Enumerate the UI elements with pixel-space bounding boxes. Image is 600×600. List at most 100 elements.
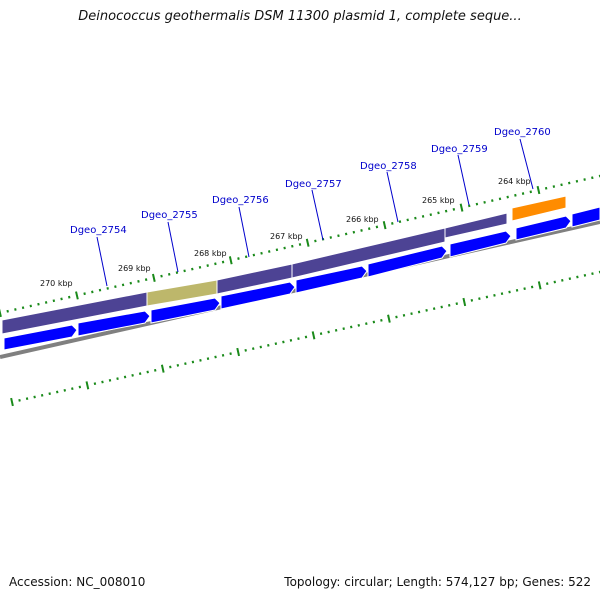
kbp-label: 265 kbp <box>422 196 455 205</box>
minor-tick <box>44 301 48 304</box>
gene-label[interactable]: Dgeo_2760 <box>494 127 551 138</box>
minor-tick <box>349 325 353 329</box>
minor-tick <box>206 357 210 361</box>
gene-bar-dgeo-2760[interactable] <box>511 195 567 222</box>
minor-tick <box>545 282 549 286</box>
minor-tick <box>337 234 340 238</box>
gene-label[interactable]: Dgeo_2754 <box>70 225 127 236</box>
minor-tick <box>440 305 443 309</box>
minor-tick <box>406 218 409 222</box>
kbp-label: 266 kbp <box>346 215 379 224</box>
minor-tick <box>83 292 86 296</box>
cds-arrow[interactable] <box>220 281 296 310</box>
cds-arrow[interactable] <box>3 324 78 351</box>
major-tick <box>151 273 156 282</box>
minor-tick <box>437 211 440 215</box>
minor-tick <box>259 345 263 349</box>
minor-tick <box>447 303 451 307</box>
minor-tick <box>319 332 323 336</box>
minor-tick <box>544 186 548 190</box>
minor-tick <box>274 342 278 346</box>
gene-label[interactable]: Dgeo_2756 <box>212 195 269 206</box>
minor-tick <box>106 287 109 290</box>
major-tick <box>10 397 14 407</box>
minor-tick <box>297 337 300 341</box>
minor-tick <box>561 278 564 282</box>
cds-arrow[interactable] <box>449 230 512 258</box>
minor-tick <box>342 327 345 331</box>
gene-label[interactable]: Dgeo_2755 <box>141 210 198 221</box>
minor-tick <box>282 340 285 344</box>
minor-tick <box>123 375 127 379</box>
minor-tick <box>244 348 247 352</box>
minor-tick <box>21 306 25 310</box>
minor-tick <box>500 292 504 296</box>
major-tick <box>459 203 464 212</box>
cds-arrow[interactable] <box>367 245 448 278</box>
minor-tick <box>367 227 371 231</box>
minor-tick <box>214 355 217 359</box>
major-tick <box>75 291 79 300</box>
minor-tick <box>55 390 59 394</box>
minor-tick <box>6 309 9 313</box>
outer-tick-row <box>0 174 600 318</box>
minor-tick <box>478 297 481 301</box>
accession-text: Accession: NC_008010 <box>9 575 146 589</box>
cds-arrow[interactable] <box>515 215 572 241</box>
minor-tick <box>191 267 194 271</box>
minor-tick <box>129 281 133 285</box>
minor-tick <box>493 293 496 297</box>
minor-tick <box>160 274 163 278</box>
gene-bar-dgeo-2757-2758[interactable] <box>291 227 446 279</box>
minor-tick <box>452 207 456 211</box>
minor-tick <box>553 280 557 284</box>
gene-label-leaders <box>96 138 534 287</box>
minor-tick <box>360 229 363 232</box>
major-tick <box>536 185 541 195</box>
minor-tick <box>529 190 533 194</box>
minor-tick <box>206 264 209 267</box>
cds-arrow[interactable] <box>571 206 600 228</box>
minor-tick <box>221 353 225 357</box>
major-tick <box>537 281 542 290</box>
minor-tick <box>78 385 82 389</box>
major-tick <box>228 256 233 265</box>
minor-tick <box>114 285 117 289</box>
gene-bar-dgeo-2759[interactable] <box>444 212 508 239</box>
minor-tick <box>591 176 594 180</box>
minor-tick <box>251 347 255 351</box>
major-tick <box>382 221 387 230</box>
gene-label[interactable]: Dgeo_2758 <box>360 161 417 172</box>
minor-tick <box>267 343 270 347</box>
minor-tick <box>40 393 44 397</box>
minor-tick <box>291 244 294 248</box>
minor-tick <box>314 239 317 243</box>
minor-tick <box>244 255 248 259</box>
major-tick <box>236 347 240 357</box>
gene-label[interactable]: Dgeo_2757 <box>285 179 342 190</box>
minor-tick <box>483 200 486 204</box>
minor-tick <box>108 378 112 382</box>
minor-tick <box>391 222 394 225</box>
cds-arrow[interactable] <box>77 310 151 337</box>
minor-tick <box>176 363 180 367</box>
kbp-label: 270 kbp <box>40 279 73 288</box>
minor-tick <box>414 216 417 220</box>
minor-tick <box>283 246 286 250</box>
minor-tick <box>252 253 256 257</box>
cds-arrow[interactable] <box>150 297 221 324</box>
minor-tick <box>63 388 67 392</box>
minor-tick <box>25 397 29 401</box>
minor-tick <box>260 251 263 255</box>
minor-tick <box>175 271 179 274</box>
minor-tick <box>275 248 279 252</box>
gene-label[interactable]: Dgeo_2759 <box>431 144 488 155</box>
major-tick <box>311 331 316 340</box>
cds-arrow[interactable] <box>295 265 368 294</box>
minor-tick <box>221 260 225 264</box>
minor-tick <box>138 372 142 376</box>
minor-tick <box>183 269 186 273</box>
minor-tick <box>67 295 71 299</box>
minor-tick <box>523 287 526 291</box>
minor-tick <box>33 395 36 399</box>
